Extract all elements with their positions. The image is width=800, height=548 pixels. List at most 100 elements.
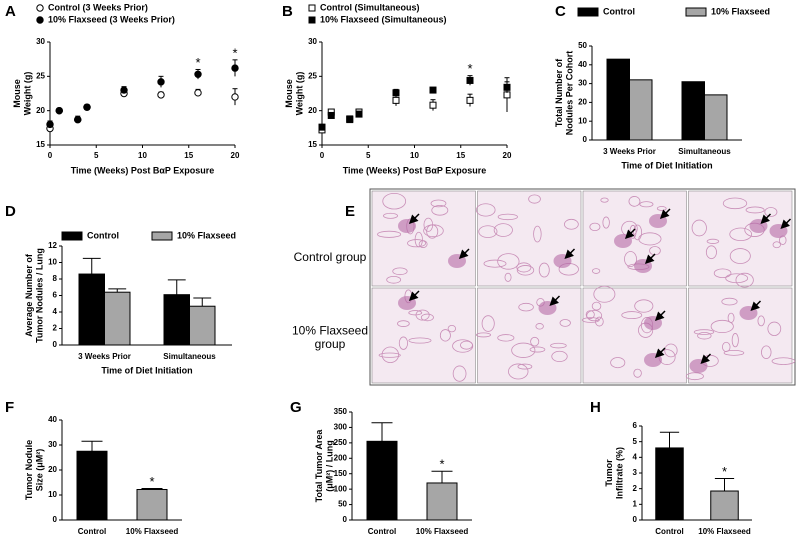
legend-marker	[308, 16, 316, 24]
tissue-texture	[771, 357, 796, 365]
tumor-nodule	[398, 219, 416, 233]
tissue-texture	[721, 297, 738, 306]
panel-letter: E	[345, 203, 355, 220]
tissue-texture	[706, 238, 720, 244]
tissue-texture	[551, 350, 568, 362]
tissue-texture	[585, 310, 595, 319]
tissue-texture	[559, 319, 571, 327]
arrow	[549, 295, 561, 307]
legend-label: 10% Flaxseed	[711, 6, 770, 16]
panel-letter: A	[5, 3, 16, 20]
y-tick-label: 20	[36, 106, 45, 115]
tissue-texture	[423, 224, 444, 238]
point	[429, 101, 437, 109]
x-tick-label: Control	[655, 527, 683, 536]
tissue-texture	[564, 218, 579, 230]
tissue-texture	[591, 301, 602, 311]
y-tick-label: 6	[53, 291, 58, 300]
tissue-texture	[497, 253, 520, 270]
legend-marker	[308, 4, 316, 12]
bar	[366, 440, 398, 521]
tissue-texture	[722, 197, 748, 210]
point	[318, 123, 326, 131]
y-axis-label: Average Number ofTumor Nodules / Lung	[24, 248, 44, 343]
tissue-texture	[639, 201, 654, 208]
annotation: *	[722, 464, 727, 479]
tissue-texture	[493, 223, 513, 237]
arrow	[624, 228, 636, 240]
y-tick-label: 20	[578, 98, 587, 107]
panel-letter: D	[5, 203, 16, 220]
tissue-image	[477, 190, 582, 287]
arrow	[564, 248, 576, 260]
tissue-texture	[497, 213, 518, 221]
y-tick-label: 10	[578, 116, 587, 125]
y-tick-label: 300	[334, 423, 348, 432]
y-tick-label: 100	[334, 484, 348, 493]
point	[392, 96, 400, 104]
tissue-texture	[723, 349, 745, 356]
x-tick-label: 3 Weeks Prior	[603, 147, 656, 156]
point	[466, 76, 474, 84]
y-tick-label: 8	[53, 274, 58, 283]
y-tick-label: 1	[633, 499, 638, 508]
y-tick-label: 250	[334, 438, 348, 447]
legend-marker	[36, 4, 44, 12]
tissue-texture	[586, 309, 603, 322]
tissue-texture	[431, 204, 449, 216]
bar	[136, 489, 168, 521]
tumor-nodule	[634, 259, 652, 273]
tissue-texture	[610, 357, 626, 369]
arrow	[659, 208, 671, 220]
tissue-texture	[624, 251, 637, 268]
point	[231, 93, 239, 101]
tissue-texture	[772, 241, 781, 249]
y-tick-label: 6	[633, 421, 638, 430]
y-tick-label: 0	[343, 515, 348, 524]
y-tick-label: 0	[53, 340, 58, 349]
row-label: Control group	[294, 250, 367, 264]
tissue-texture	[761, 345, 772, 359]
bar	[104, 291, 131, 346]
y-tick-label: 15	[36, 140, 45, 149]
tissue-texture	[764, 207, 778, 217]
legend-label: Control (3 Weeks Prior)	[48, 2, 148, 12]
tissue-texture	[538, 262, 550, 278]
panel-letter: G	[290, 399, 302, 416]
tissue-texture	[729, 248, 751, 264]
y-axis-label: TumorInfiltrate (%)	[604, 447, 624, 499]
tissue-texture	[447, 324, 457, 333]
bar	[76, 450, 108, 521]
y-tick-label: 10	[48, 258, 57, 267]
y-tick-label: 20	[308, 106, 317, 115]
tissue-texture	[729, 227, 753, 242]
point	[355, 110, 363, 118]
arrow	[458, 248, 470, 260]
tissue-texture	[381, 346, 400, 363]
x-tick-label: Control	[78, 527, 106, 536]
legend-marker	[36, 16, 44, 24]
legend-swatch	[61, 231, 83, 241]
x-axis-label: Time (Weeks) Post BαP Exposure	[71, 165, 215, 175]
tissue-texture	[439, 329, 451, 342]
y-tick-label: 25	[308, 71, 317, 80]
y-axis-label: Tumor NoduleSize (μM²)	[24, 440, 44, 500]
tissue-texture	[638, 232, 662, 246]
y-tick-label: 40	[48, 415, 57, 424]
tissue-texture	[478, 225, 498, 238]
tumor-nodule	[769, 224, 788, 238]
legend-label: Control (Simultaneous)	[320, 2, 420, 12]
tissue-texture	[600, 197, 609, 203]
tissue-texture	[691, 219, 707, 237]
x-tick-label: 10% Flaxseed	[126, 527, 179, 536]
tumor-nodule	[644, 316, 662, 330]
point	[194, 89, 202, 97]
tumor-nodule	[553, 254, 572, 268]
tissue-texture	[633, 368, 642, 378]
row-label: 10% Flaxseed group	[292, 324, 368, 352]
legend-label: Control	[603, 6, 635, 16]
x-tick-label: 20	[503, 151, 512, 160]
annotation: *	[467, 61, 472, 76]
tissue-texture	[722, 341, 731, 353]
tissue-texture	[550, 342, 567, 349]
